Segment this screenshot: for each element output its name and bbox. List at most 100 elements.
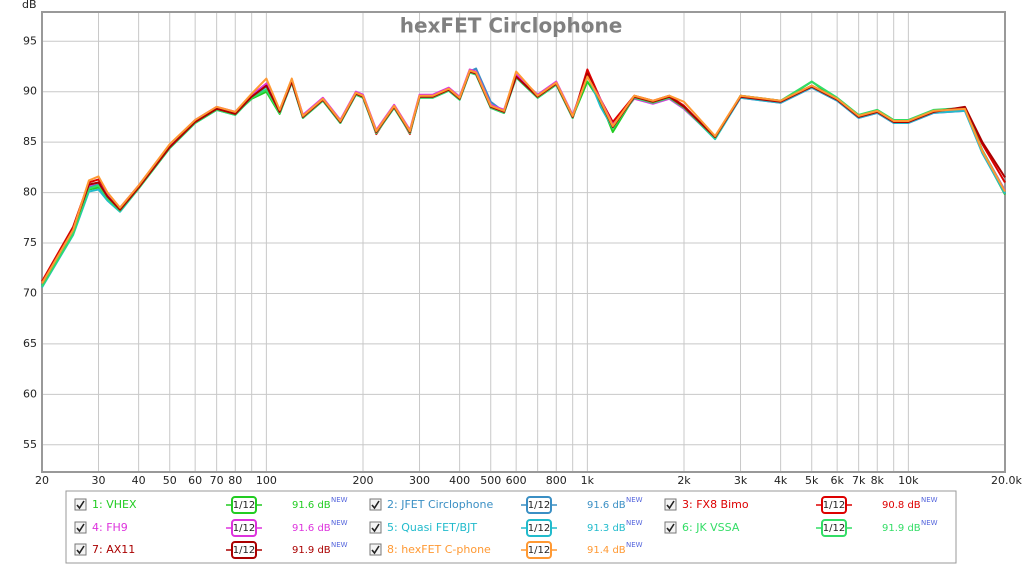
legend-entry[interactable]: 4: FH9 1/12 91.6 dB NEW: [74, 519, 348, 537]
x-tick-label: 400: [449, 474, 470, 487]
legend-level: 91.6 dB: [587, 500, 626, 511]
smoothing-label: 1/12: [233, 545, 255, 556]
smoothing-box[interactable]: [821, 519, 847, 537]
x-tick-label: 100: [256, 474, 277, 487]
y-tick-label: 95: [23, 34, 37, 47]
smoothing-box[interactable]: [526, 519, 552, 537]
legend-entry[interactable]: 2: JFET Circlophone 1/12 91.6 dB NEW: [369, 496, 643, 514]
y-tick-label: 70: [23, 286, 37, 299]
smoothing-label: 1/12: [233, 523, 255, 534]
legend-box: [65, 490, 957, 564]
legend-entry[interactable]: 3: FX8 Bimo 1/12 90.8 dB NEW: [664, 496, 938, 514]
chart-title: hexFET Circlophone: [400, 14, 623, 38]
y-tick-label: 60: [23, 387, 37, 400]
x-tick-label: 50: [163, 474, 177, 487]
legend-checkmark: [666, 523, 675, 533]
legend-checkmark: [666, 500, 675, 510]
legend-checkmark: [76, 523, 85, 533]
legend-entry[interactable]: 6: JK VSSA 1/12 91.9 dB NEW: [664, 519, 938, 537]
y-tick-label: 75: [23, 236, 37, 249]
x-tick-label: 8k: [871, 474, 885, 487]
legend-checkbox[interactable]: [369, 543, 382, 556]
legend-checkbox[interactable]: [369, 521, 382, 534]
smoothing-label: 1/12: [823, 523, 845, 534]
legend-label: 7: AX11: [92, 543, 135, 556]
legend-checkmark: [371, 523, 380, 533]
legend-label: 1: VHEX: [92, 498, 137, 511]
x-tick-label: 2k: [677, 474, 691, 487]
legend-tag: NEW: [626, 519, 643, 527]
legend-label: 4: FH9: [92, 521, 128, 534]
legend-tag: NEW: [921, 496, 938, 504]
x-tick-label: 7k: [852, 474, 866, 487]
smoothing-box[interactable]: [231, 519, 257, 537]
smoothing-label: 1/12: [528, 545, 550, 556]
smoothing-label: 1/12: [233, 500, 255, 511]
legend-label: 2: JFET Circlophone: [387, 498, 493, 511]
legend-checkbox[interactable]: [664, 498, 677, 511]
x-tick-label: 4k: [774, 474, 788, 487]
legend-tag: NEW: [626, 496, 643, 504]
y-tick-label: 90: [23, 85, 37, 98]
legend-label: 6: JK VSSA: [682, 521, 740, 534]
x-tick-label: 3k: [734, 474, 748, 487]
legend-checkbox[interactable]: [369, 498, 382, 511]
legend-entry[interactable]: 8: hexFET C-phone 1/12 91.4 dB NEW: [369, 541, 643, 559]
x-tick-label: 70: [210, 474, 224, 487]
series-line: [41, 69, 1006, 284]
legend-tag: NEW: [331, 496, 348, 504]
x-tick-label: 30: [92, 474, 106, 487]
legend-level: 90.8 dB: [882, 500, 921, 511]
x-tick-label: 300: [409, 474, 430, 487]
smoothing-box[interactable]: [231, 541, 257, 559]
legend-checkmark: [76, 545, 85, 555]
x-tick-label: 600: [506, 474, 527, 487]
x-tick-label: 20: [35, 474, 49, 487]
legend-entry[interactable]: 1: VHEX 1/12 91.6 dB NEW: [74, 496, 348, 514]
x-tick-label: 40: [132, 474, 146, 487]
legend-checkmark: [76, 500, 85, 510]
legend-label: 5: Quasi FET/BJT: [387, 521, 477, 534]
x-tick-label: 80: [228, 474, 242, 487]
legend-level: 91.9 dB: [292, 545, 331, 556]
legend-checkbox[interactable]: [664, 521, 677, 534]
legend-entry[interactable]: 5: Quasi FET/BJT 1/12 91.3 dB NEW: [369, 519, 643, 537]
smoothing-box[interactable]: [526, 541, 552, 559]
legend-level: 91.3 dB: [587, 523, 626, 534]
plot-frame: [41, 11, 1006, 473]
legend-checkbox[interactable]: [74, 498, 87, 511]
legend-level: 91.9 dB: [882, 523, 921, 534]
legend-label: 8: hexFET C-phone: [387, 543, 491, 556]
legend-level: 91.6 dB: [292, 500, 331, 511]
smoothing-box[interactable]: [231, 496, 257, 514]
legend-checkmark: [371, 545, 380, 555]
legend-checkbox[interactable]: [74, 521, 87, 534]
x-tick-label: 10k: [898, 474, 919, 487]
x-tick-label: 200: [353, 474, 374, 487]
legend-checkmark: [371, 500, 380, 510]
legend-level: 91.6 dB: [292, 523, 331, 534]
y-tick-label: 80: [23, 186, 37, 199]
legend-label: 3: FX8 Bimo: [682, 498, 749, 511]
x-tick-label: 800: [546, 474, 567, 487]
legend-entry[interactable]: 7: AX11 1/12 91.9 dB NEW: [74, 541, 348, 559]
y-axis-label: dB: [22, 0, 37, 11]
legend-level: 91.4 dB: [587, 545, 626, 556]
legend-tag: NEW: [331, 541, 348, 549]
smoothing-label: 1/12: [528, 500, 550, 511]
y-tick-label: 85: [23, 135, 37, 148]
x-tick-label: 60: [188, 474, 202, 487]
smoothing-label: 1/12: [823, 500, 845, 511]
y-tick-label: 55: [23, 438, 37, 451]
x-tick-label: 6k: [830, 474, 844, 487]
legend-checkbox[interactable]: [74, 543, 87, 556]
legend-tag: NEW: [921, 519, 938, 527]
x-tick-label: 500: [480, 474, 501, 487]
smoothing-box[interactable]: [526, 496, 552, 514]
x-tick-label: 5k: [805, 474, 819, 487]
y-tick-label: 65: [23, 337, 37, 350]
legend-tag: NEW: [626, 541, 643, 549]
smoothing-box[interactable]: [821, 496, 847, 514]
